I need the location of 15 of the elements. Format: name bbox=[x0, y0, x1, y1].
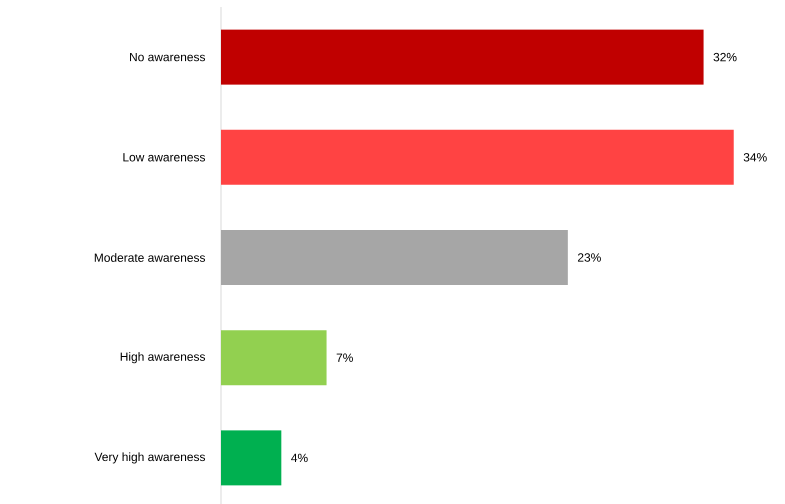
y-tick-label: Moderate awareness bbox=[94, 253, 206, 262]
y-tick-label: Very high awareness bbox=[94, 452, 206, 464]
bar bbox=[221, 230, 568, 286]
data-label: 32% bbox=[714, 52, 737, 62]
bar bbox=[221, 430, 282, 486]
bar bbox=[221, 330, 327, 386]
bar bbox=[221, 30, 704, 85]
data-label: 34% bbox=[744, 153, 767, 162]
data-label: 23% bbox=[578, 253, 601, 262]
y-tick-label: Low awareness bbox=[123, 153, 206, 162]
bar bbox=[221, 130, 734, 185]
y-tick-label: No awareness bbox=[130, 52, 206, 62]
y-tick-label: High awareness bbox=[120, 352, 206, 364]
data-label: 4% bbox=[291, 454, 308, 462]
data-label: 7% bbox=[336, 354, 353, 362]
